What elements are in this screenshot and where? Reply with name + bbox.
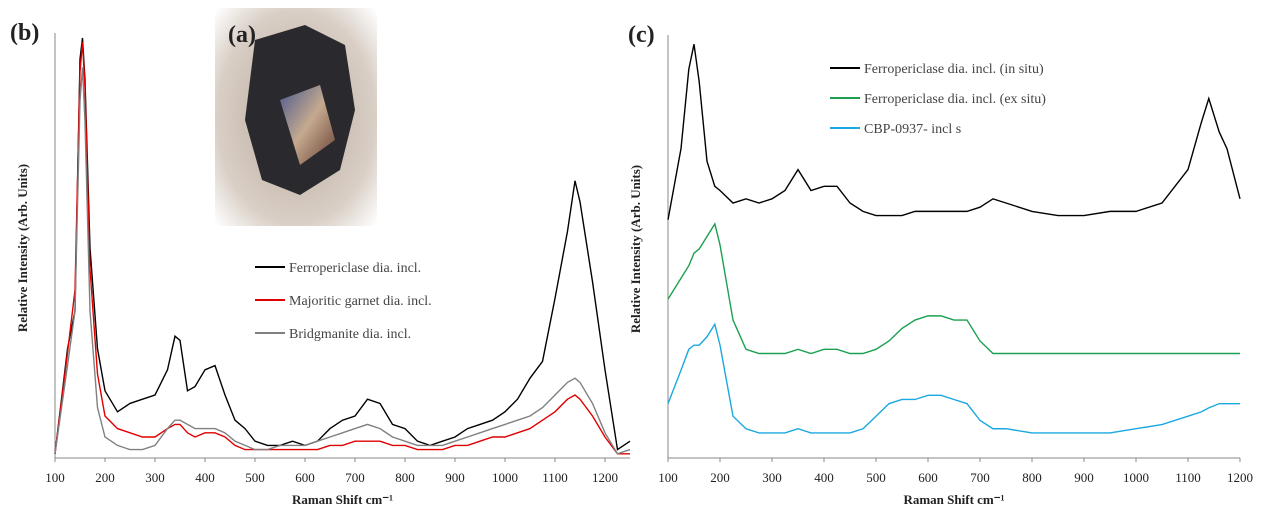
x-tick-label: 1200 bbox=[1227, 470, 1253, 485]
legend-label: Ferropericlase dia. incl. (ex situ) bbox=[864, 92, 1046, 107]
x-tick-label: 600 bbox=[918, 470, 938, 485]
legend-label: Bridgmanite dia. incl. bbox=[289, 327, 411, 342]
x-tick-label: 1200 bbox=[592, 470, 618, 485]
legend-label: Ferropericlase dia. incl. (in situ) bbox=[864, 62, 1044, 77]
series-line bbox=[54, 67, 631, 455]
x-tick-label: 900 bbox=[1074, 470, 1094, 485]
legend-label: CBP-0937- incl s bbox=[864, 122, 961, 137]
x-axis-title: Raman Shift cm⁻¹ bbox=[903, 492, 1004, 507]
x-tick-label: 100 bbox=[658, 470, 678, 485]
panel-label: (b) bbox=[10, 20, 39, 46]
series-line bbox=[667, 222, 1240, 355]
x-tick-label: 200 bbox=[710, 470, 730, 485]
x-tick-label: 100 bbox=[45, 470, 65, 485]
x-tick-label: 400 bbox=[814, 470, 834, 485]
x-tick-label: 1000 bbox=[492, 470, 518, 485]
x-tick-label: 700 bbox=[345, 470, 365, 485]
legend-label: Ferropericlase dia. incl. bbox=[289, 261, 421, 276]
y-axis-title: Relative Intensity (Arb. Units) bbox=[15, 164, 30, 332]
panel-label: (a) bbox=[228, 22, 256, 48]
x-tick-label: 200 bbox=[95, 470, 115, 485]
x-axis-title: Raman Shift cm⁻¹ bbox=[292, 492, 393, 507]
series-line bbox=[54, 42, 630, 455]
x-tick-label: 300 bbox=[145, 470, 165, 485]
panel-label: (c) bbox=[628, 22, 655, 48]
x-tick-label: 1000 bbox=[1123, 470, 1149, 485]
x-tick-label: 900 bbox=[445, 470, 465, 485]
series-line bbox=[667, 322, 1240, 434]
x-tick-label: 700 bbox=[970, 470, 990, 485]
series-line bbox=[667, 44, 1241, 220]
photo: (a) bbox=[215, 8, 377, 226]
x-tick-label: 1100 bbox=[542, 470, 568, 485]
x-tick-label: 800 bbox=[395, 470, 415, 485]
x-tick-label: 800 bbox=[1022, 470, 1042, 485]
x-tick-label: 1100 bbox=[1175, 470, 1201, 485]
x-tick-label: 600 bbox=[295, 470, 315, 485]
y-axis-title: Relative Intensity (Arb. Units) bbox=[628, 165, 643, 333]
x-tick-label: 400 bbox=[195, 470, 215, 485]
x-tick-label: 500 bbox=[866, 470, 886, 485]
legend-label: Majoritic garnet dia. incl. bbox=[289, 294, 432, 309]
x-tick-label: 500 bbox=[245, 470, 265, 485]
x-tick-label: 300 bbox=[762, 470, 782, 485]
